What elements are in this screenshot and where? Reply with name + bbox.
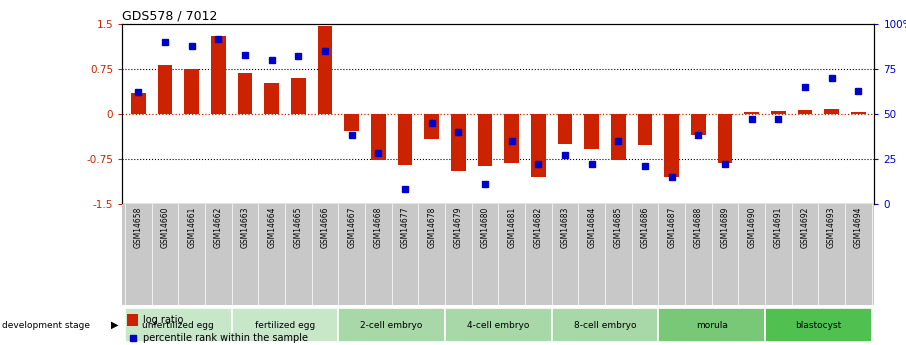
Bar bbox=[265, 83, 279, 114]
Bar bbox=[824, 109, 839, 114]
Bar bbox=[745, 112, 759, 114]
Bar bbox=[398, 114, 412, 165]
Bar bbox=[638, 114, 652, 145]
Text: GSM14686: GSM14686 bbox=[641, 207, 650, 248]
Bar bbox=[552, 308, 659, 342]
Text: unfertilized egg: unfertilized egg bbox=[142, 321, 214, 330]
Bar bbox=[557, 114, 573, 144]
Bar bbox=[371, 114, 386, 160]
Text: GSM14681: GSM14681 bbox=[507, 207, 516, 248]
Bar bbox=[531, 114, 545, 177]
Bar bbox=[127, 314, 139, 326]
Text: GSM14679: GSM14679 bbox=[454, 207, 463, 248]
Bar bbox=[125, 308, 232, 342]
Bar bbox=[611, 114, 626, 160]
Text: 8-cell embryo: 8-cell embryo bbox=[573, 321, 636, 330]
Bar bbox=[184, 69, 199, 114]
Bar bbox=[765, 308, 872, 342]
Bar bbox=[451, 114, 466, 171]
Text: morula: morula bbox=[696, 321, 728, 330]
Bar bbox=[424, 114, 439, 139]
Text: GSM14661: GSM14661 bbox=[188, 207, 196, 248]
Text: GSM14667: GSM14667 bbox=[347, 207, 356, 248]
Bar bbox=[664, 114, 679, 177]
Bar bbox=[691, 114, 706, 135]
Text: GSM14690: GSM14690 bbox=[747, 207, 757, 248]
Text: GSM14683: GSM14683 bbox=[561, 207, 570, 248]
Bar bbox=[771, 111, 786, 114]
Bar bbox=[851, 112, 865, 114]
Bar bbox=[505, 114, 519, 163]
Text: GSM14688: GSM14688 bbox=[694, 207, 703, 248]
Text: GSM14687: GSM14687 bbox=[667, 207, 676, 248]
Text: GSM14693: GSM14693 bbox=[827, 207, 836, 248]
Bar bbox=[237, 73, 252, 114]
Bar bbox=[477, 114, 492, 167]
Text: fertilized egg: fertilized egg bbox=[255, 321, 315, 330]
Bar bbox=[211, 36, 226, 114]
Text: GSM14664: GSM14664 bbox=[267, 207, 276, 248]
Text: ▶: ▶ bbox=[111, 320, 119, 330]
Text: GSM14694: GSM14694 bbox=[853, 207, 863, 248]
Text: GSM14668: GSM14668 bbox=[374, 207, 383, 248]
Text: GSM14678: GSM14678 bbox=[427, 207, 436, 248]
Text: GSM14660: GSM14660 bbox=[160, 207, 169, 248]
Bar bbox=[659, 308, 765, 342]
Text: GSM14691: GSM14691 bbox=[774, 207, 783, 248]
Text: GSM14684: GSM14684 bbox=[587, 207, 596, 248]
Text: GSM14666: GSM14666 bbox=[321, 207, 330, 248]
Text: GSM14682: GSM14682 bbox=[534, 207, 543, 248]
Text: percentile rank within the sample: percentile rank within the sample bbox=[143, 333, 308, 343]
Bar bbox=[291, 78, 305, 114]
Bar bbox=[445, 308, 552, 342]
Text: 2-cell embryo: 2-cell embryo bbox=[361, 321, 423, 330]
Bar bbox=[344, 114, 359, 131]
Text: blastocyst: blastocyst bbox=[795, 321, 842, 330]
Text: log ratio: log ratio bbox=[143, 315, 183, 325]
Text: GSM14665: GSM14665 bbox=[294, 207, 303, 248]
Bar bbox=[797, 110, 813, 114]
Text: GSM14685: GSM14685 bbox=[613, 207, 622, 248]
Text: GSM14680: GSM14680 bbox=[480, 207, 489, 248]
Bar bbox=[158, 65, 172, 114]
Bar bbox=[232, 308, 338, 342]
Text: GSM14692: GSM14692 bbox=[801, 207, 809, 248]
Bar bbox=[318, 26, 333, 114]
Bar bbox=[584, 114, 599, 149]
Text: development stage: development stage bbox=[2, 321, 90, 330]
Text: GDS578 / 7012: GDS578 / 7012 bbox=[122, 10, 217, 23]
Bar bbox=[718, 114, 732, 163]
Text: GSM14677: GSM14677 bbox=[400, 207, 410, 248]
Text: GSM14689: GSM14689 bbox=[720, 207, 729, 248]
Text: 4-cell embryo: 4-cell embryo bbox=[467, 321, 529, 330]
Text: GSM14662: GSM14662 bbox=[214, 207, 223, 248]
Text: GSM14658: GSM14658 bbox=[134, 207, 143, 248]
Bar bbox=[338, 308, 445, 342]
Bar bbox=[131, 93, 146, 114]
Text: GSM14663: GSM14663 bbox=[240, 207, 249, 248]
